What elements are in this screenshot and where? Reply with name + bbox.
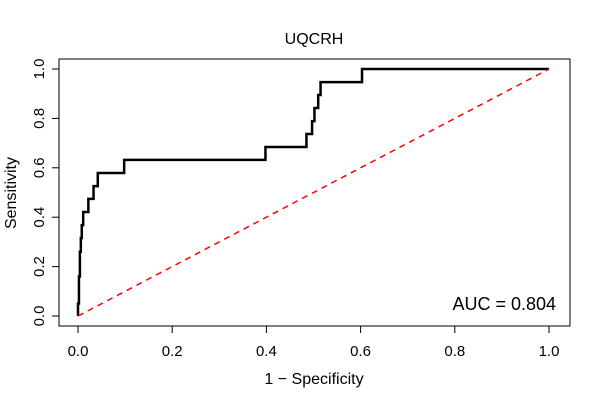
y-tick-label: 0.0 bbox=[31, 306, 48, 327]
x-tick-label: 0.2 bbox=[162, 343, 183, 360]
x-tick-label: 0.0 bbox=[68, 343, 89, 360]
roc-curve-line bbox=[76, 67, 549, 316]
x-tick-label: 0.4 bbox=[256, 343, 277, 360]
y-tick-label: 0.4 bbox=[31, 207, 48, 228]
x-tick-label: 1.0 bbox=[539, 343, 560, 360]
chance-diagonal-line bbox=[77, 68, 550, 317]
y-axis: 0.0 0.2 0.4 0.6 0.8 1.0 bbox=[31, 59, 60, 327]
x-tick-label: 0.8 bbox=[444, 343, 465, 360]
x-axis: 0.0 0.2 0.4 0.6 0.8 1.0 bbox=[68, 325, 560, 360]
x-tick-label: 0.6 bbox=[350, 343, 371, 360]
y-tick-label: 1.0 bbox=[31, 59, 48, 80]
x-axis-label: 1 − Specificity bbox=[264, 371, 363, 388]
y-tick-label: 0.8 bbox=[31, 108, 48, 129]
y-axis-label: Sensitivity bbox=[3, 157, 20, 229]
y-tick-label: 0.6 bbox=[31, 157, 48, 178]
chart-title: UQCRH bbox=[285, 31, 344, 48]
auc-annotation: AUC = 0.804 bbox=[452, 294, 556, 314]
series-layer bbox=[76, 67, 550, 317]
y-tick-label: 0.2 bbox=[31, 256, 48, 277]
